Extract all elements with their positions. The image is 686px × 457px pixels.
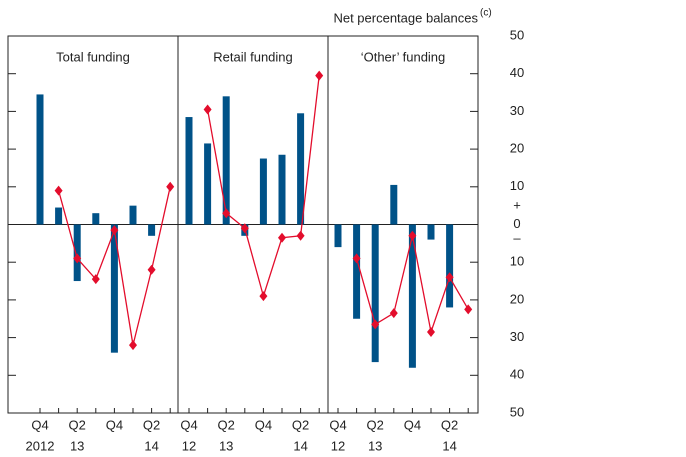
x-tick-label: Q2 bbox=[218, 417, 235, 432]
x-tick-label: Q4 bbox=[329, 417, 346, 432]
diamond-marker bbox=[427, 326, 435, 337]
bar bbox=[297, 113, 305, 225]
bar bbox=[222, 96, 230, 225]
diamond-marker bbox=[278, 232, 286, 243]
diamond-marker bbox=[259, 291, 268, 302]
bar bbox=[353, 224, 361, 319]
diamond-marker bbox=[389, 308, 398, 319]
x-year-label: 13 bbox=[368, 438, 382, 453]
y-tick-label: 10 bbox=[510, 254, 524, 269]
diamond-marker bbox=[203, 104, 212, 115]
bar bbox=[259, 158, 267, 225]
y-tick-label: 30 bbox=[510, 103, 524, 118]
x-tick-label: Q2 bbox=[441, 417, 458, 432]
bar bbox=[92, 213, 100, 225]
diamond-marker bbox=[315, 70, 324, 81]
y-tick-label: 20 bbox=[510, 291, 524, 306]
y-tick-label: 40 bbox=[510, 65, 524, 80]
x-tick-label: Q2 bbox=[292, 417, 309, 432]
bar bbox=[185, 117, 193, 225]
x-tick-label: Q4 bbox=[404, 417, 421, 432]
diamond-marker bbox=[54, 185, 63, 196]
x-year-label: 14 bbox=[293, 438, 307, 453]
diamond-marker bbox=[110, 225, 119, 236]
y-tick-label: 50 bbox=[510, 27, 524, 42]
diamond-marker bbox=[147, 264, 156, 275]
x-tick-label: Q2 bbox=[143, 417, 160, 432]
bar bbox=[371, 224, 379, 363]
x-tick-label: Q4 bbox=[106, 417, 123, 432]
diamond-marker bbox=[73, 253, 82, 264]
panel-title: ‘Other’ funding bbox=[361, 49, 446, 64]
x-tick-label: Q4 bbox=[255, 417, 272, 432]
diamond-marker bbox=[222, 208, 231, 219]
diamond-marker bbox=[408, 230, 417, 241]
bar bbox=[278, 154, 286, 225]
x-year-label: 13 bbox=[219, 438, 233, 453]
y-tick-label: 30 bbox=[510, 329, 524, 344]
bar bbox=[110, 224, 118, 353]
x-tick-label: Q2 bbox=[69, 417, 86, 432]
bar bbox=[446, 224, 454, 308]
bar bbox=[408, 224, 416, 368]
minus-sign: – bbox=[513, 230, 521, 245]
y-axis-title-note: (c) bbox=[480, 8, 492, 19]
x-year-label: 12 bbox=[331, 438, 345, 453]
x-tick-label: Q4 bbox=[180, 417, 197, 432]
diamond-marker bbox=[371, 319, 380, 330]
y-tick-label: 40 bbox=[510, 367, 524, 382]
plus-sign: + bbox=[513, 197, 521, 212]
x-tick-label: Q4 bbox=[31, 417, 48, 432]
bar bbox=[390, 184, 398, 225]
bar bbox=[148, 224, 156, 236]
bar bbox=[55, 207, 63, 225]
diamond-marker bbox=[464, 304, 473, 315]
diamond-marker bbox=[296, 230, 305, 241]
y-tick-label: 10 bbox=[510, 178, 524, 193]
x-tick-label: Q2 bbox=[367, 417, 384, 432]
bar bbox=[129, 205, 137, 225]
panel-title: Total funding bbox=[56, 49, 130, 64]
bar bbox=[73, 224, 81, 282]
x-year-label: 13 bbox=[70, 438, 84, 453]
bar bbox=[36, 94, 44, 225]
y-tick-label: 0 bbox=[513, 216, 520, 231]
x-year-label: 12 bbox=[182, 438, 196, 453]
bar bbox=[204, 143, 212, 225]
diamond-marker bbox=[352, 253, 361, 264]
diamond-marker bbox=[166, 181, 175, 192]
diamond-marker bbox=[445, 272, 454, 283]
bar bbox=[427, 224, 435, 240]
x-year-label: 14 bbox=[144, 438, 158, 453]
x-year-label: 2012 bbox=[26, 438, 55, 453]
y-tick-label: 50 bbox=[510, 404, 524, 419]
diamond-marker bbox=[129, 340, 137, 351]
x-year-label: 14 bbox=[442, 438, 456, 453]
y-axis-title: Net percentage balances bbox=[333, 10, 478, 25]
diamond-marker bbox=[240, 223, 249, 234]
diamond-marker bbox=[91, 274, 100, 285]
bar bbox=[334, 224, 342, 248]
y-tick-label: 20 bbox=[510, 141, 524, 156]
panel-title: Retail funding bbox=[213, 49, 293, 64]
